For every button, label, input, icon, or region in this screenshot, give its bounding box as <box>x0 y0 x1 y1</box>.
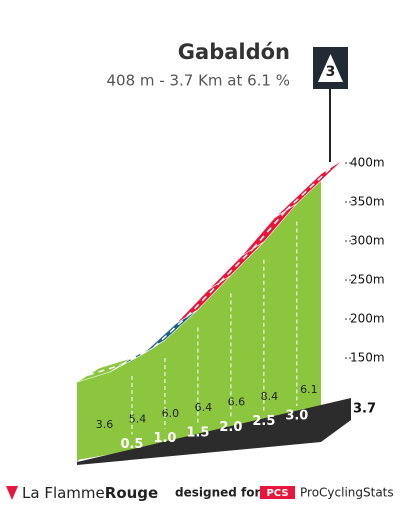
plot: 150m 200m 250m 300m 350m 400m 3.6 5.4 6.0 6.4 6.6 8… <box>76 156 385 465</box>
x-tick-label: 2.5 <box>252 414 275 429</box>
y-tick-label: 350m <box>350 195 385 209</box>
brand: La FlammeRouge <box>22 484 158 502</box>
pcs-badge: PCS <box>266 488 288 499</box>
gradient-label: 3.6 <box>96 418 114 431</box>
base <box>77 398 351 465</box>
credit: designed for <box>175 486 260 500</box>
y-tick-label: 300m <box>350 234 385 248</box>
gradient-label: 6.6 <box>228 395 246 408</box>
gradient-label: 5.4 <box>129 412 147 425</box>
x-tick-label: 2.0 <box>219 420 242 435</box>
y-tick-label: 400m <box>350 156 385 170</box>
segment-centerline <box>219 248 254 283</box>
category-triangle <box>318 54 343 82</box>
x-tick-label: 1.5 <box>186 425 209 440</box>
credit-site: ProCyclingStats <box>300 486 394 500</box>
category-label: 3 <box>326 64 336 80</box>
distance-end-label: 3.7 <box>353 402 376 417</box>
segment-centerline <box>186 281 221 318</box>
gradient-label: 6.0 <box>162 407 180 420</box>
segment-centerline <box>87 364 122 376</box>
y-tick-label: 200m <box>350 312 385 326</box>
gradient-label: 6.4 <box>195 401 213 414</box>
gradient-label: 8.4 <box>261 390 279 403</box>
x-tick-label: 0.5 <box>120 437 143 452</box>
pcs-badge-bg <box>260 486 295 499</box>
gradient-label: 6.1 <box>300 383 318 396</box>
brand-icon <box>6 486 18 500</box>
y-tick-label: 250m <box>350 273 385 287</box>
segment-centerline <box>153 316 188 348</box>
y-tick-label: 150m <box>350 351 385 365</box>
segment-centerline <box>252 210 287 250</box>
x-tick-label: 3.0 <box>285 408 308 423</box>
x-tick-label: 1.0 <box>153 431 176 446</box>
subtitle: 408 m - 3.7 Km at 6.1 % <box>106 72 290 90</box>
segment <box>274 159 344 218</box>
title: Gabaldón <box>178 40 290 64</box>
